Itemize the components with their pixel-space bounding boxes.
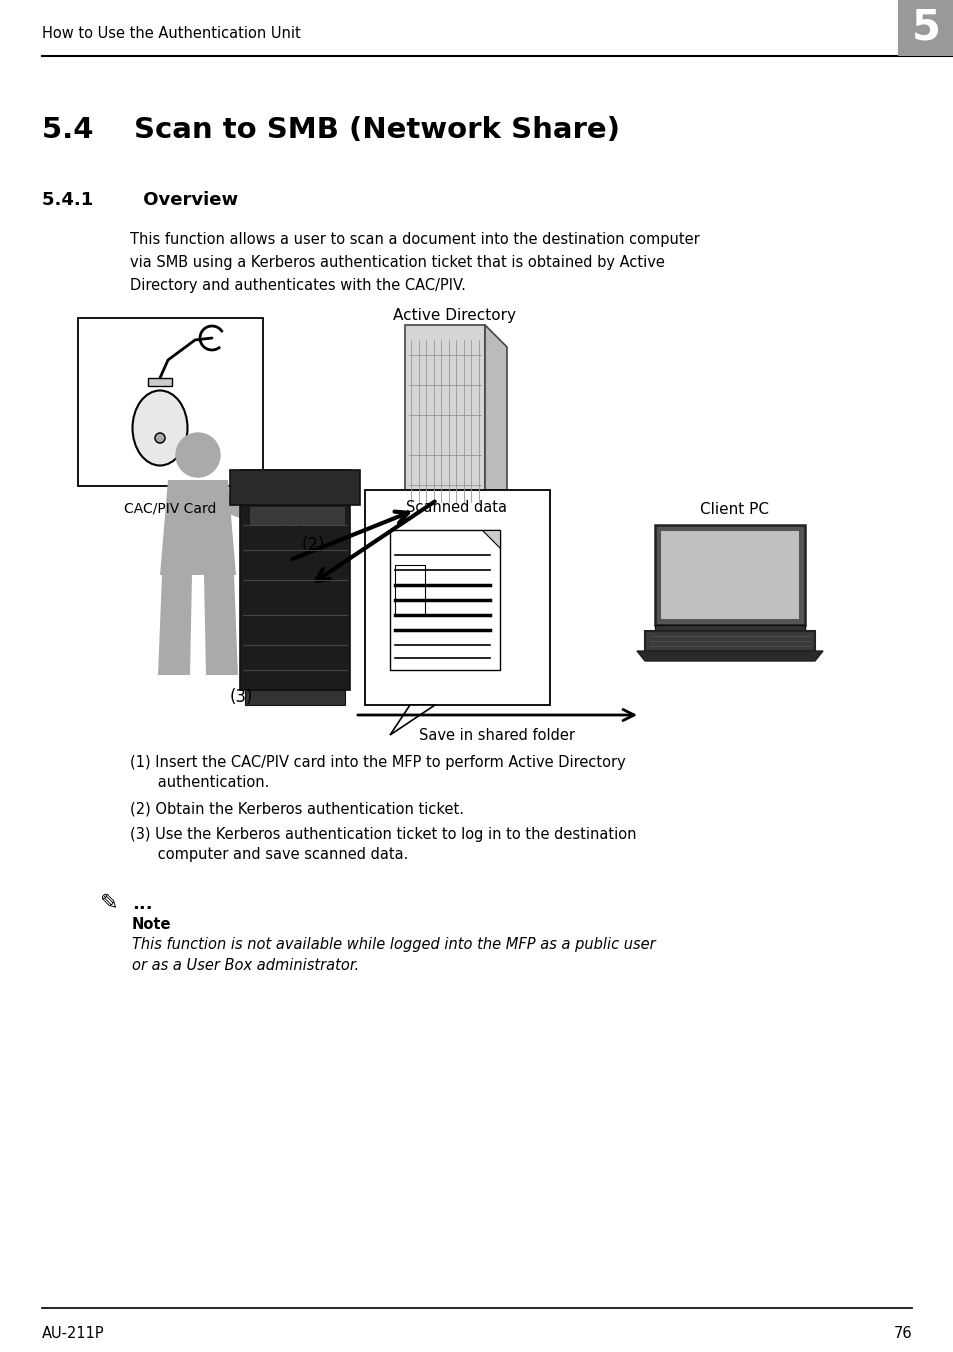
Text: ...: ...	[132, 895, 152, 913]
Text: 76: 76	[892, 1325, 911, 1340]
Text: 5: 5	[911, 7, 940, 49]
Bar	[390, 530, 499, 671]
Text: Save in shared folder: Save in shared folder	[418, 727, 575, 742]
Text: This function is not available while logged into the MFP as a public user: This function is not available while log…	[132, 937, 655, 952]
Bar	[230, 470, 359, 506]
Polygon shape	[481, 530, 499, 548]
Text: (2): (2)	[302, 535, 325, 554]
Text: authentication.: authentication.	[130, 775, 269, 790]
Circle shape	[175, 433, 220, 477]
Polygon shape	[637, 652, 822, 661]
Text: computer and save scanned data.: computer and save scanned data.	[130, 846, 408, 863]
Bar	[245, 690, 345, 704]
Bar	[395, 565, 424, 615]
Text: ✎: ✎	[100, 894, 118, 913]
Ellipse shape	[132, 391, 188, 465]
Text: Active Directory: Active Directory	[393, 308, 516, 323]
Polygon shape	[226, 495, 273, 530]
Text: This function allows a user to scan a document into the destination computer: This function allows a user to scan a do…	[130, 233, 699, 247]
Bar	[655, 625, 804, 631]
Bar	[250, 507, 345, 525]
Bar	[148, 379, 172, 387]
Text: (1): (1)	[282, 511, 305, 529]
Bar	[405, 324, 484, 510]
Text: (1) Insert the CAC/PIV card into the MFP to perform Active Directory: (1) Insert the CAC/PIV card into the MFP…	[130, 754, 625, 771]
Text: or as a User Box administrator.: or as a User Box administrator.	[132, 959, 358, 973]
Polygon shape	[484, 324, 506, 531]
Text: Directory and authenticates with the CAC/PIV.: Directory and authenticates with the CAC…	[130, 279, 465, 293]
Text: 5.4    Scan to SMB (Network Share): 5.4 Scan to SMB (Network Share)	[42, 116, 619, 145]
Polygon shape	[158, 575, 192, 675]
Polygon shape	[160, 480, 235, 575]
Text: CAC/PIV Card: CAC/PIV Card	[124, 502, 216, 515]
Bar	[897, 0, 953, 55]
Text: Client PC: Client PC	[700, 503, 769, 518]
Polygon shape	[204, 575, 237, 675]
Text: AU-211P: AU-211P	[42, 1325, 105, 1340]
Text: 5.4.1        Overview: 5.4.1 Overview	[42, 191, 238, 210]
Bar	[365, 489, 550, 704]
Polygon shape	[405, 510, 506, 531]
Text: Note: Note	[132, 917, 172, 932]
Text: How to Use the Authentication Unit: How to Use the Authentication Unit	[42, 26, 300, 41]
Bar	[644, 631, 814, 652]
Polygon shape	[390, 704, 435, 735]
Text: Scanned data: Scanned data	[406, 500, 507, 515]
Bar	[660, 531, 799, 619]
Text: (3) Use the Kerberos authentication ticket to log in to the destination: (3) Use the Kerberos authentication tick…	[130, 827, 636, 842]
Text: (3): (3)	[230, 688, 253, 706]
Bar	[78, 318, 263, 485]
Circle shape	[154, 433, 165, 443]
Bar	[655, 525, 804, 625]
Text: (2) Obtain the Kerberos authentication ticket.: (2) Obtain the Kerberos authentication t…	[130, 800, 463, 817]
Bar	[240, 470, 350, 690]
Text: via SMB using a Kerberos authentication ticket that is obtained by Active: via SMB using a Kerberos authentication …	[130, 256, 664, 270]
